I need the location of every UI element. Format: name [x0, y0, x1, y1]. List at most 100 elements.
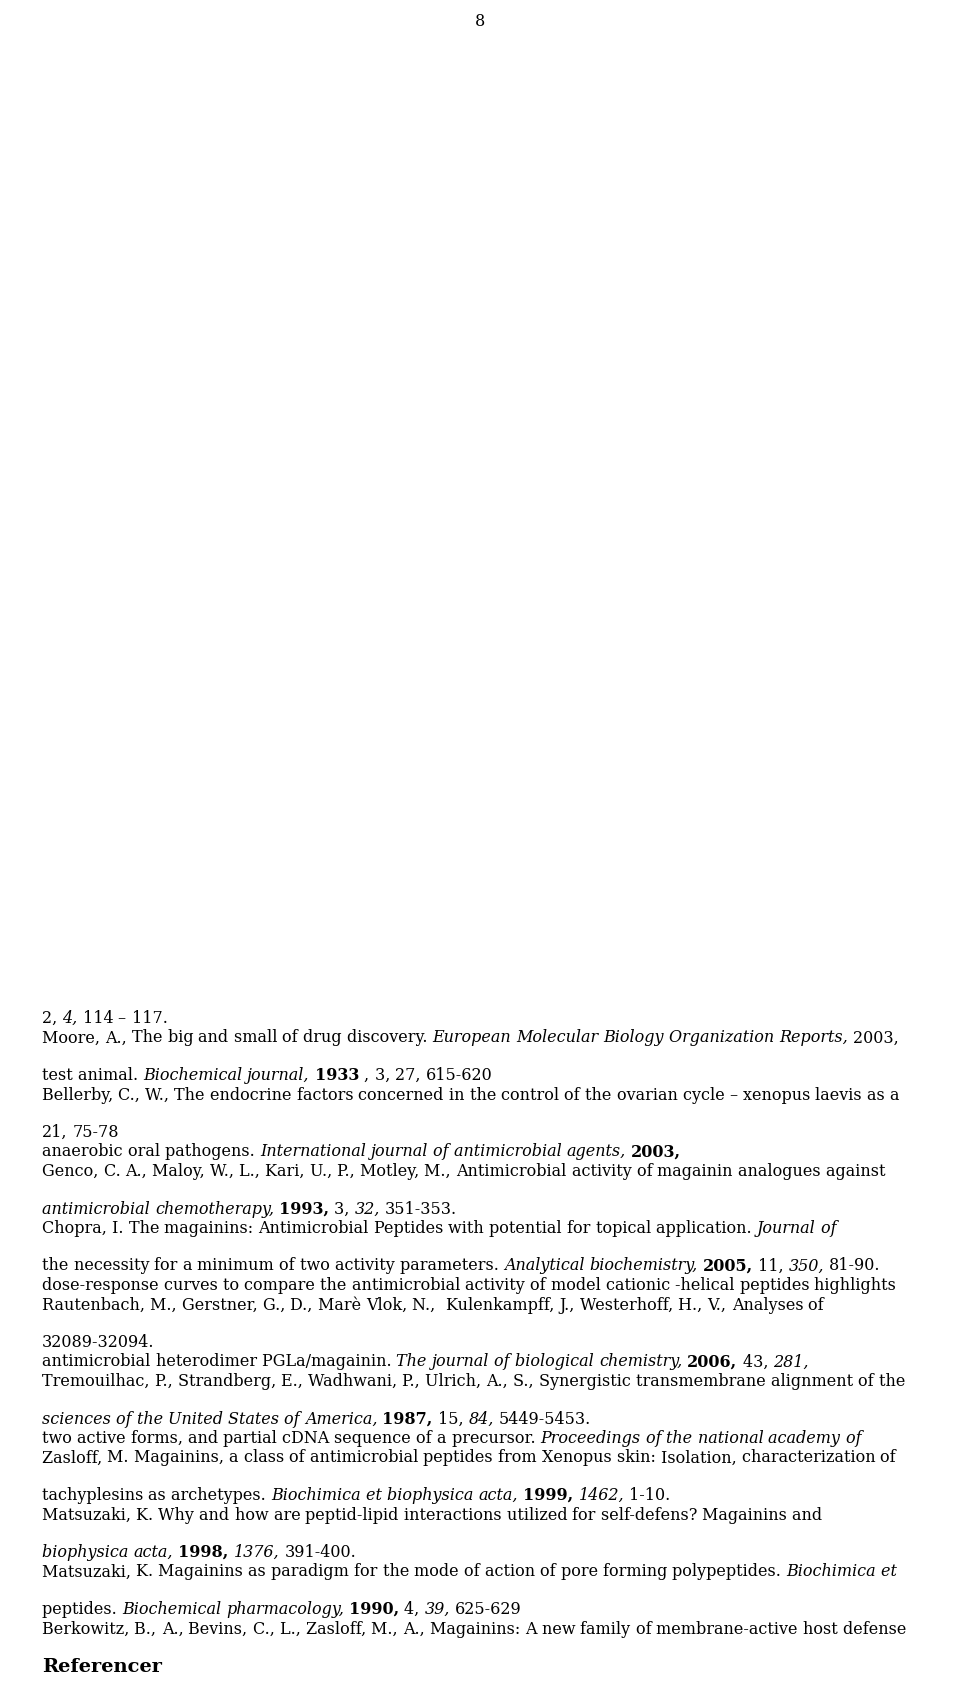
Text: the: the [136, 1411, 168, 1428]
Text: small: small [233, 1030, 282, 1047]
Text: Organization: Organization [669, 1030, 780, 1047]
Text: and: and [792, 1507, 828, 1524]
Text: M.: M. [108, 1450, 134, 1467]
Text: –: – [118, 1010, 132, 1027]
Text: the: the [383, 1563, 415, 1580]
Text: transmembrane: transmembrane [636, 1372, 771, 1389]
Text: of: of [464, 1563, 485, 1580]
Text: factors: factors [297, 1086, 358, 1104]
Text: of: of [846, 1430, 866, 1447]
Text: academy: academy [769, 1430, 846, 1447]
Text: sequence: sequence [334, 1430, 417, 1447]
Text: Matsuzaki,: Matsuzaki, [42, 1507, 136, 1524]
Text: 2,: 2, [42, 1010, 62, 1027]
Text: –: – [730, 1086, 743, 1104]
Text: 391-400.: 391-400. [284, 1544, 356, 1561]
Text: of: of [821, 1221, 841, 1238]
Text: 1999,: 1999, [523, 1487, 573, 1504]
Text: 2005,: 2005, [703, 1258, 753, 1275]
Text: antimicrobial: antimicrobial [42, 1200, 155, 1217]
Text: chemistry,: chemistry, [599, 1354, 683, 1371]
Text: Zasloff,: Zasloff, [305, 1620, 372, 1637]
Text: journal,: journal, [248, 1067, 310, 1084]
Text: biological: biological [516, 1354, 599, 1371]
Text: characterization: characterization [742, 1450, 880, 1467]
Text: A.,: A., [126, 1163, 153, 1180]
Text: discovery.: discovery. [347, 1030, 432, 1047]
Text: of: of [417, 1430, 437, 1447]
Text: D.,: D., [290, 1297, 318, 1313]
Text: European: European [432, 1030, 516, 1047]
Text: activity: activity [465, 1276, 530, 1293]
Text: acta,: acta, [478, 1487, 518, 1504]
Text: Rautenbach,: Rautenbach, [42, 1297, 150, 1313]
Text: endocrine: endocrine [210, 1086, 297, 1104]
Text: 8: 8 [475, 13, 485, 30]
Text: 5449-5453.: 5449-5453. [499, 1411, 591, 1428]
Text: chemotherapy,: chemotherapy, [155, 1200, 274, 1217]
Text: Antimicrobial: Antimicrobial [456, 1163, 572, 1180]
Text: of: of [289, 1450, 310, 1467]
Text: family: family [581, 1620, 636, 1637]
Text: antimicrobial: antimicrobial [42, 1354, 156, 1371]
Text: necessity: necessity [74, 1258, 155, 1275]
Text: International: International [260, 1143, 371, 1160]
Text: of: of [636, 1620, 657, 1637]
Text: forming: forming [603, 1563, 673, 1580]
Text: of: of [284, 1411, 304, 1428]
Text: Biochemical: Biochemical [143, 1067, 248, 1084]
Text: topical: topical [595, 1221, 656, 1238]
Text: -helical: -helical [675, 1276, 739, 1293]
Text: are: are [274, 1507, 305, 1524]
Text: Kari,: Kari, [265, 1163, 310, 1180]
Text: the: the [666, 1430, 698, 1447]
Text: Analytical: Analytical [504, 1258, 589, 1275]
Text: Synergistic: Synergistic [539, 1372, 636, 1389]
Text: xenopus: xenopus [743, 1086, 815, 1104]
Text: minimum: minimum [197, 1258, 279, 1275]
Text: Xenopus: Xenopus [541, 1450, 616, 1467]
Text: The: The [396, 1354, 432, 1371]
Text: archetypes.: archetypes. [172, 1487, 272, 1504]
Text: M.,: M., [424, 1163, 456, 1180]
Text: Journal: Journal [756, 1221, 821, 1238]
Text: of: of [282, 1030, 303, 1047]
Text: Matsuzaki,: Matsuzaki, [42, 1563, 136, 1580]
Text: P.,: P., [155, 1372, 178, 1389]
Text: oral: oral [128, 1143, 165, 1160]
Text: of: of [564, 1086, 586, 1104]
Text: pathogens.: pathogens. [165, 1143, 260, 1160]
Text: Berkowitz,: Berkowitz, [42, 1620, 134, 1637]
Text: C.,: C., [118, 1086, 145, 1104]
Text: pharmacology,: pharmacology, [227, 1602, 344, 1619]
Text: States: States [228, 1411, 284, 1428]
Text: L.,: L., [239, 1163, 265, 1180]
Text: peptides: peptides [739, 1276, 814, 1293]
Text: a: a [229, 1450, 244, 1467]
Text: forms,: forms, [131, 1430, 188, 1447]
Text: B.,: B., [134, 1620, 161, 1637]
Text: as: as [149, 1487, 172, 1504]
Text: national: national [698, 1430, 769, 1447]
Text: 11,: 11, [758, 1258, 789, 1275]
Text: activity: activity [572, 1163, 636, 1180]
Text: the: the [878, 1372, 910, 1389]
Text: application.: application. [656, 1221, 756, 1238]
Text: America,: America, [304, 1411, 377, 1428]
Text: of: of [646, 1430, 666, 1447]
Text: and: and [199, 1030, 233, 1047]
Text: ,: , [365, 1067, 374, 1084]
Text: 1987,: 1987, [382, 1411, 433, 1428]
Text: M.,: M., [372, 1620, 403, 1637]
Text: 1376,: 1376, [233, 1544, 279, 1561]
Text: The: The [175, 1086, 210, 1104]
Text: 4,: 4, [62, 1010, 78, 1027]
Text: 27,: 27, [396, 1067, 426, 1084]
Text: The: The [129, 1221, 164, 1238]
Text: for: for [572, 1507, 601, 1524]
Text: Chopra,: Chopra, [42, 1221, 112, 1238]
Text: Referencer: Referencer [42, 1657, 162, 1676]
Text: Ulrich,: Ulrich, [425, 1372, 487, 1389]
Text: 32,: 32, [354, 1200, 380, 1217]
Text: W.,: W., [210, 1163, 239, 1180]
